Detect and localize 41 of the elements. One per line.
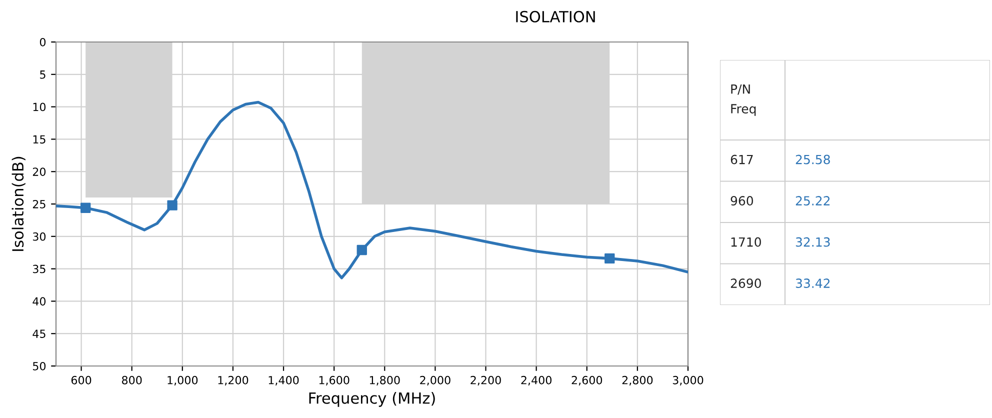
chart-title: ISOLATION	[516, 10, 595, 22]
y-tick-label: 25	[32, 200, 46, 208]
x-tick-label: 2,200	[470, 376, 501, 386]
text: 33.42	[796, 278, 830, 288]
line-series	[56, 100, 688, 280]
point	[167, 200, 178, 210]
text: 617	[730, 154, 753, 164]
x-tick-label: 2,800	[622, 376, 653, 386]
text: 2690	[730, 278, 761, 288]
y-axis-title: Isolation(dB)	[12, 156, 26, 251]
y-tick-label: 35	[32, 264, 46, 274]
y-tick-label: 45	[32, 330, 46, 338]
x-tick-label: 1,200	[218, 376, 248, 386]
y-tick-label: 5	[40, 70, 46, 79]
x-tick-label: 3,000	[672, 376, 704, 386]
text: 25.22	[796, 196, 830, 206]
point	[604, 253, 615, 264]
point	[356, 244, 367, 256]
x-tick-label: 1,600	[319, 376, 350, 386]
x-tick-label: 1,000	[168, 376, 198, 386]
y-tick-label: 40	[32, 297, 46, 306]
x-tick-label: 2,000	[420, 376, 450, 386]
x-axis-title: Frequency (MHz)	[309, 392, 435, 407]
point	[80, 202, 91, 213]
y-tick-label: 15	[33, 135, 46, 144]
y-tick-label: 0	[40, 38, 46, 46]
y-tick-label: 10	[33, 102, 46, 112]
x-tick-label: 800	[122, 376, 142, 384]
text: 25.58	[796, 154, 830, 164]
y-tick-label: 20	[32, 168, 46, 176]
y-tick-label: 30	[32, 232, 46, 241]
text: P/N Freq	[731, 84, 756, 116]
x-tick-label: 2,600	[572, 376, 602, 386]
y-tick-label: 50	[32, 362, 46, 370]
x-tick-label: 1,400	[268, 376, 299, 386]
text: 960	[730, 196, 754, 206]
x-tick-label: 1,800	[370, 376, 400, 386]
x-tick-label: 600	[71, 376, 92, 384]
text: 1710	[731, 237, 761, 247]
text: 32.13	[796, 237, 830, 247]
x-tick-label: 2,400	[521, 376, 552, 386]
